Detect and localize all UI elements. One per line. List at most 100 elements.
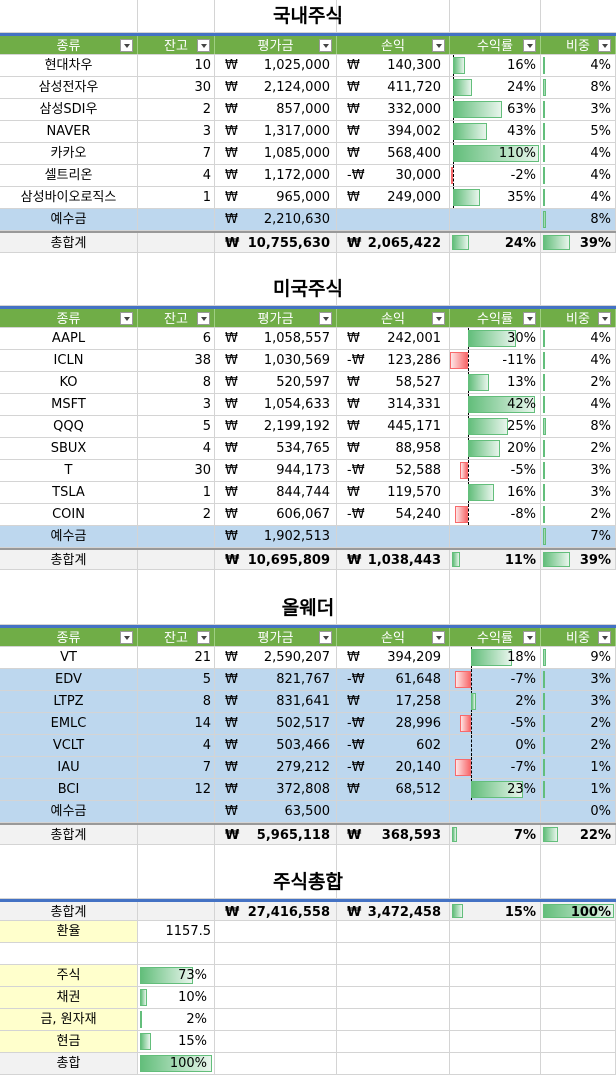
filter-dropdown-icon[interactable] — [598, 312, 611, 325]
stock-value[interactable]: ₩857,000 — [215, 99, 337, 120]
stock-value[interactable]: ₩1,317,000 — [215, 121, 337, 142]
return[interactable]: -7% — [450, 757, 541, 778]
alloc-pct[interactable]: 73% — [138, 965, 215, 986]
header-5[interactable]: 비중 — [541, 309, 616, 327]
filter-dropdown-icon[interactable] — [197, 312, 210, 325]
weight[interactable]: 4% — [541, 328, 616, 349]
stock-value[interactable]: ₩606,067 — [215, 504, 337, 525]
stock-qty[interactable]: 3 — [138, 121, 215, 142]
weight[interactable]: 2% — [541, 504, 616, 525]
total-value[interactable]: ₩10,755,630 — [215, 233, 337, 252]
stock-value[interactable]: ₩965,000 — [215, 187, 337, 208]
stock-pl[interactable]: ₩568,400 — [337, 143, 450, 164]
stock-qty[interactable]: 7 — [138, 143, 215, 164]
stock-qty[interactable]: 4 — [138, 735, 215, 756]
weight[interactable]: 3% — [541, 99, 616, 120]
stock-qty[interactable]: 4 — [138, 438, 215, 459]
total-value[interactable]: ₩10,695,809 — [215, 550, 337, 569]
filter-dropdown-icon[interactable] — [197, 39, 210, 52]
weight[interactable]: 3% — [541, 460, 616, 481]
stock-value[interactable]: ₩1,085,000 — [215, 143, 337, 164]
stock-pl[interactable]: ₩394,209 — [337, 647, 450, 668]
weight[interactable]: 4% — [541, 55, 616, 76]
return[interactable]: 30% — [450, 328, 541, 349]
stock-name[interactable]: T — [0, 460, 138, 481]
stock-pl[interactable]: ₩332,000 — [337, 99, 450, 120]
stock-pl[interactable]: ₩17,258 — [337, 691, 450, 712]
stock-pl[interactable]: ₩242,001 — [337, 328, 450, 349]
filter-dropdown-icon[interactable] — [319, 312, 332, 325]
stock-name[interactable]: 셀트리온 — [0, 165, 138, 186]
stock-name[interactable]: KO — [0, 372, 138, 393]
stock-qty[interactable]: 30 — [138, 77, 215, 98]
header-1[interactable]: 잔고 — [138, 628, 215, 646]
stock-pl[interactable]: -₩ 52,588 — [337, 460, 450, 481]
total-weight[interactable]: 100% — [541, 902, 616, 920]
header-1[interactable]: 잔고 — [138, 36, 215, 54]
stock-name[interactable]: NAVER — [0, 121, 138, 142]
filter-dropdown-icon[interactable] — [523, 39, 536, 52]
stock-value[interactable]: ₩279,212 — [215, 757, 337, 778]
stock-value[interactable]: ₩534,765 — [215, 438, 337, 459]
total-weight[interactable]: 22% — [541, 825, 616, 844]
total-return[interactable]: 24% — [450, 233, 541, 252]
cash-weight[interactable]: 0% — [541, 801, 616, 822]
return[interactable]: -5% — [450, 713, 541, 734]
stock-qty[interactable]: 8 — [138, 372, 215, 393]
return[interactable]: 42% — [450, 394, 541, 415]
alloc-pct[interactable]: 15% — [138, 1031, 215, 1052]
stock-pl[interactable]: ₩394,002 — [337, 121, 450, 142]
filter-dropdown-icon[interactable] — [197, 631, 210, 644]
filter-dropdown-icon[interactable] — [432, 631, 445, 644]
stock-pl[interactable]: ₩119,570 — [337, 482, 450, 503]
stock-qty[interactable]: 6 — [138, 328, 215, 349]
return[interactable]: -11% — [450, 350, 541, 371]
header-0[interactable]: 종류 — [0, 309, 138, 327]
return[interactable]: 18% — [450, 647, 541, 668]
return[interactable]: 16% — [450, 482, 541, 503]
stock-qty[interactable]: 1 — [138, 482, 215, 503]
stock-name[interactable]: 삼성바이오로직스 — [0, 187, 138, 208]
weight[interactable]: 9% — [541, 647, 616, 668]
stock-qty[interactable]: 5 — [138, 416, 215, 437]
stock-qty[interactable]: 4 — [138, 165, 215, 186]
stock-value[interactable]: ₩1,058,557 — [215, 328, 337, 349]
stock-value[interactable]: ₩1,172,000 — [215, 165, 337, 186]
total-value[interactable]: ₩27,416,558 — [215, 902, 337, 920]
stock-value[interactable]: ₩520,597 — [215, 372, 337, 393]
weight[interactable]: 5% — [541, 121, 616, 142]
stock-value[interactable]: ₩2,124,000 — [215, 77, 337, 98]
stock-value[interactable]: ₩502,517 — [215, 713, 337, 734]
stock-pl[interactable]: -₩ 61,648 — [337, 669, 450, 690]
stock-qty[interactable]: 3 — [138, 394, 215, 415]
stock-pl[interactable]: -₩ 123,286 — [337, 350, 450, 371]
stock-value[interactable]: ₩372,808 — [215, 779, 337, 800]
weight[interactable]: 3% — [541, 691, 616, 712]
stock-value[interactable]: ₩2,199,192 — [215, 416, 337, 437]
stock-qty[interactable]: 7 — [138, 757, 215, 778]
return[interactable]: -8% — [450, 504, 541, 525]
weight[interactable]: 4% — [541, 350, 616, 371]
stock-name[interactable]: MSFT — [0, 394, 138, 415]
stock-qty[interactable]: 38 — [138, 350, 215, 371]
alloc-pct[interactable]: 100% — [138, 1053, 215, 1074]
stock-value[interactable]: ₩944,173 — [215, 460, 337, 481]
stock-value[interactable]: ₩503,466 — [215, 735, 337, 756]
header-3[interactable]: 손익 — [337, 309, 450, 327]
stock-pl[interactable]: ₩411,720 — [337, 77, 450, 98]
stock-name[interactable]: IAU — [0, 757, 138, 778]
stock-value[interactable]: ₩1,054,633 — [215, 394, 337, 415]
stock-pl[interactable]: ₩88,958 — [337, 438, 450, 459]
header-2[interactable]: 평가금 — [215, 628, 337, 646]
filter-dropdown-icon[interactable] — [120, 312, 133, 325]
header-4[interactable]: 수익률 — [450, 36, 541, 54]
stock-name[interactable]: EDV — [0, 669, 138, 690]
stock-qty[interactable]: 14 — [138, 713, 215, 734]
weight[interactable]: 2% — [541, 735, 616, 756]
stock-qty[interactable]: 2 — [138, 99, 215, 120]
return[interactable]: 16% — [450, 55, 541, 76]
total-value[interactable]: ₩5,965,118 — [215, 825, 337, 844]
header-2[interactable]: 평가금 — [215, 309, 337, 327]
stock-pl[interactable]: -₩ 602 — [337, 735, 450, 756]
total-pl[interactable]: ₩3,472,458 — [337, 902, 450, 920]
